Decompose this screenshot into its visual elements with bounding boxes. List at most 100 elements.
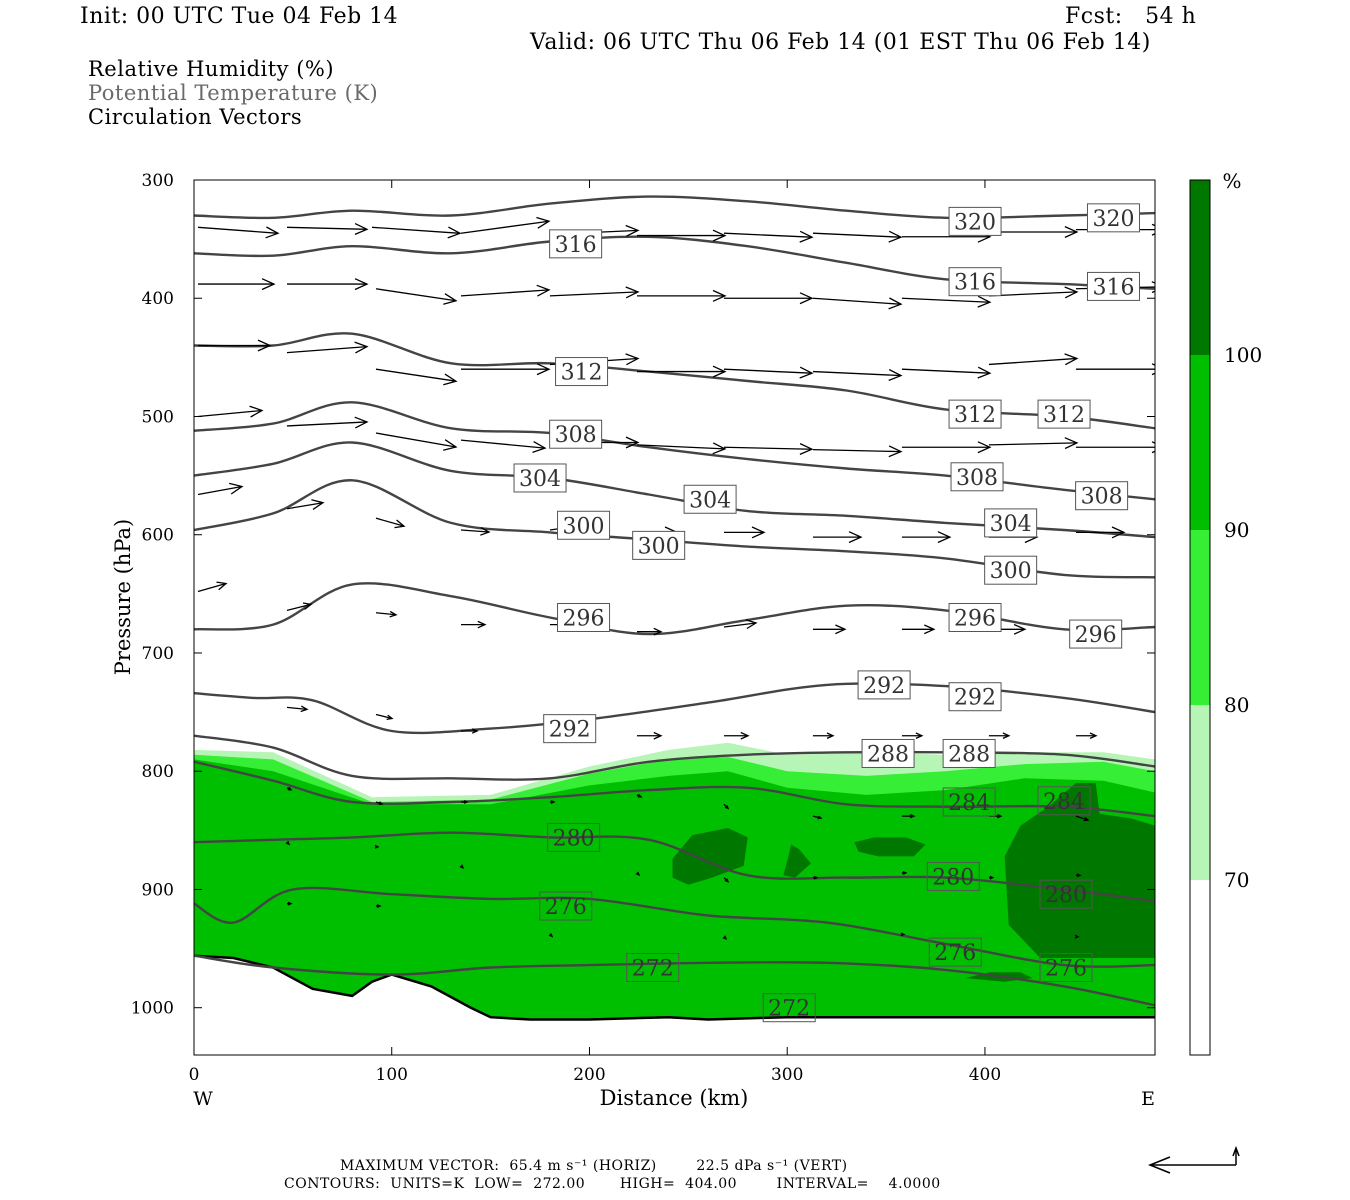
colorbar-label-80: 80	[1224, 693, 1249, 717]
contour-label-296-19: 296	[1069, 619, 1123, 649]
vector-2	[371, 226, 462, 239]
vector-68	[460, 728, 479, 734]
svg-text:288: 288	[867, 742, 909, 767]
theta-contour-284	[194, 760, 1155, 818]
legend-relative-humidity: Relative Humidity (%)	[88, 57, 335, 81]
rh-region-6	[1004, 783, 1155, 958]
axes: 300 400 500 600 700 800 900 1000 0 100 200 300 400	[131, 171, 1155, 1085]
vector-24	[375, 368, 458, 386]
vector-44	[197, 482, 244, 496]
colorbar-unit-label: %	[1222, 169, 1241, 193]
x-tick-label-400: 400	[969, 1065, 1001, 1085]
contour-label-280-29: 280	[1039, 879, 1093, 909]
vector-43	[1075, 441, 1155, 454]
vector-1	[286, 223, 369, 235]
contour-label-312-7: 312	[1037, 399, 1091, 429]
contour-label-296-18: 296	[948, 603, 1002, 632]
y-tick-label-900: 900	[142, 880, 174, 900]
colorbar: 70 80 90 100	[1189, 179, 1262, 1056]
contour-label-312-5: 312	[555, 357, 609, 387]
vector-71	[723, 731, 750, 740]
contour-label-288-23: 288	[861, 738, 915, 768]
vector-77	[375, 801, 384, 805]
vector-70	[636, 731, 663, 740]
vector-9	[988, 226, 1079, 238]
vector-42	[988, 437, 1079, 450]
vector-41	[901, 441, 992, 454]
vector-96	[375, 904, 382, 908]
contour-label-316-2: 316	[549, 229, 603, 259]
svg-text:288: 288	[948, 742, 990, 767]
contour-label-320-0: 320	[948, 206, 1002, 236]
svg-text:308: 308	[555, 423, 597, 448]
vector-58	[460, 620, 487, 629]
colorbar-segment-3	[1190, 705, 1210, 880]
vector-100	[1074, 934, 1080, 939]
contour-label-292-21: 292	[857, 670, 911, 700]
vector-18	[812, 297, 903, 310]
vector-95	[286, 901, 293, 906]
x-tick-label-300: 300	[771, 1065, 803, 1085]
vector-98	[722, 935, 728, 940]
svg-text:300: 300	[563, 514, 605, 539]
theta-contour-296	[194, 582, 1155, 636]
vector-97	[548, 933, 554, 938]
vector-54	[1075, 526, 1126, 539]
contour-label-320-1: 320	[1086, 203, 1140, 233]
vector-11	[198, 278, 276, 291]
vector-38	[636, 442, 727, 455]
contour-label-272-33: 272	[626, 953, 680, 982]
vector-63	[901, 624, 936, 635]
svg-text:280: 280	[1045, 883, 1087, 908]
vector-73	[901, 732, 924, 739]
contour-label-316-4: 316	[1086, 271, 1140, 301]
vector-79	[549, 800, 556, 804]
theta-contour-272	[194, 954, 1155, 1007]
relative-humidity-fill	[194, 742, 1155, 1022]
contour-label-276-32: 276	[1039, 953, 1093, 982]
contour-label-276-31: 276	[928, 937, 982, 967]
vector-40	[812, 445, 903, 458]
x-axis-title: Distance (km)	[600, 1086, 749, 1110]
theta-contour-308	[194, 401, 1155, 501]
contour-label-312-6: 312	[948, 399, 1002, 429]
svg-text:316: 316	[555, 233, 597, 258]
vector-27	[636, 365, 727, 378]
y-axis-title: Pressure (hPa)	[111, 519, 135, 675]
x-axis-west-label: W	[193, 1088, 213, 1110]
svg-text:276: 276	[545, 895, 587, 920]
svg-text:308: 308	[1081, 485, 1123, 510]
vector-88	[459, 864, 465, 869]
svg-text:312: 312	[561, 361, 603, 386]
vector-39	[723, 443, 814, 455]
vector-56	[286, 602, 313, 612]
vector-93	[988, 875, 995, 880]
svg-text:292: 292	[954, 686, 996, 711]
vector-30	[901, 366, 992, 379]
vector-99	[900, 932, 906, 937]
vector-81	[723, 803, 730, 810]
vector-82	[812, 815, 823, 820]
rh-region-2	[194, 759, 1155, 1022]
legend-potential-temperature: Potential Temperature (K)	[88, 81, 379, 105]
vector-25	[460, 363, 551, 376]
vector-90	[723, 877, 730, 883]
y-tick-label-500: 500	[142, 407, 174, 427]
theta-contour-292	[194, 682, 1155, 735]
plot-frame	[193, 179, 1156, 1056]
contour-label-304-12: 304	[683, 484, 737, 514]
contour-label-304-11: 304	[513, 463, 567, 493]
vector-74	[988, 732, 1011, 739]
theta-contour-304	[194, 441, 1155, 539]
contour-label-280-27: 280	[547, 822, 601, 852]
svg-text:272: 272	[768, 997, 810, 1022]
vector-80	[636, 793, 643, 798]
circulation-vectors	[197, 216, 1155, 940]
vector-28	[723, 366, 814, 379]
x-tick-label-0: 0	[189, 1065, 200, 1085]
contour-label-296-17: 296	[557, 603, 611, 632]
vector-14	[460, 284, 551, 297]
svg-text:292: 292	[863, 674, 905, 699]
legend-circulation-vectors: Circulation Vectors	[88, 105, 303, 129]
